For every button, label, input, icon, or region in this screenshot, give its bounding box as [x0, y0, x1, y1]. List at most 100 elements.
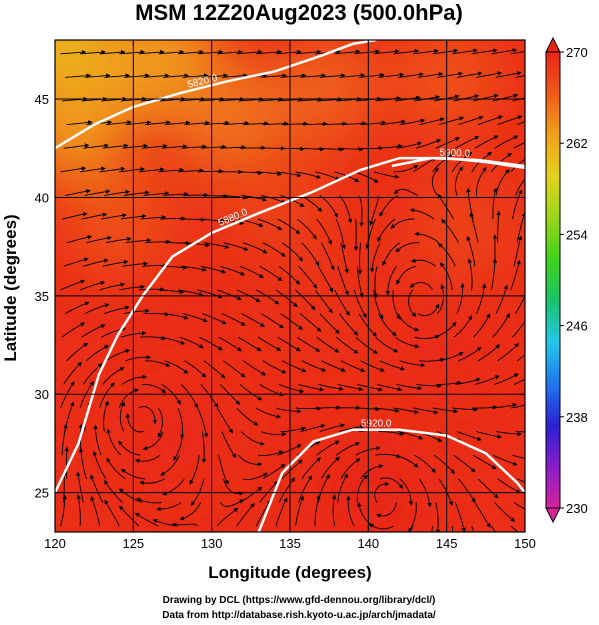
streamline — [257, 450, 284, 457]
streamline — [141, 263, 168, 268]
streamline — [295, 49, 322, 55]
streamline — [399, 118, 426, 126]
streamline — [379, 477, 404, 489]
streamline — [66, 342, 89, 362]
streamline — [357, 242, 363, 275]
streamline — [317, 473, 330, 503]
streamline — [337, 383, 364, 392]
streamline — [335, 442, 360, 456]
streamline — [510, 158, 525, 173]
streamline — [393, 49, 420, 55]
streamline — [119, 284, 145, 291]
streamline — [472, 313, 491, 338]
streamline — [102, 259, 129, 267]
streamline — [317, 266, 334, 293]
streamline — [455, 136, 480, 149]
streamline — [339, 195, 353, 224]
streamline — [376, 383, 403, 392]
streamline — [236, 170, 263, 176]
streamline — [61, 470, 67, 503]
streamline — [395, 242, 420, 253]
streamline — [469, 211, 479, 243]
streamline — [382, 242, 400, 266]
streamline — [375, 336, 399, 353]
streamline — [396, 141, 423, 149]
streamline — [120, 331, 147, 338]
streamline — [316, 97, 343, 102]
streamline — [275, 497, 288, 527]
streamline — [138, 287, 165, 292]
streamline — [241, 313, 265, 327]
streamline — [376, 144, 403, 149]
streamline — [82, 363, 103, 385]
streamline — [337, 146, 364, 152]
streamline — [277, 336, 301, 352]
streamline — [200, 265, 227, 274]
streamline — [453, 94, 480, 102]
streamline — [494, 373, 519, 385]
streamline — [441, 218, 459, 243]
y-axis-label: Latitude (degrees) — [1, 214, 20, 361]
streamline — [260, 431, 287, 437]
streamline — [458, 478, 476, 503]
streamline — [374, 481, 390, 503]
streamline — [380, 119, 406, 126]
streamline — [432, 407, 459, 414]
streamline — [239, 384, 263, 401]
colorbar-tick-label: 230 — [566, 501, 588, 516]
streamline — [164, 120, 191, 126]
streamline — [197, 168, 224, 174]
streamline — [319, 195, 338, 218]
streamline — [140, 215, 167, 220]
streamline — [431, 526, 434, 532]
streamline — [260, 195, 287, 204]
streamline — [65, 189, 91, 196]
streamline — [60, 279, 86, 291]
streamline — [321, 121, 348, 127]
x-tick-label: 150 — [514, 536, 536, 551]
streamline — [335, 336, 359, 354]
streamline — [93, 424, 102, 456]
streamline — [123, 190, 150, 196]
x-tick-label: 140 — [357, 536, 379, 551]
streamline — [119, 401, 125, 432]
streamline — [92, 450, 107, 480]
streamline — [223, 360, 246, 378]
streamline — [277, 218, 301, 235]
field-sample — [407, 171, 518, 282]
streamline — [356, 474, 368, 503]
streamline — [435, 380, 462, 386]
x-tick-label: 130 — [201, 536, 223, 551]
streamline — [198, 336, 223, 351]
streamline — [275, 407, 302, 414]
streamline — [510, 51, 525, 55]
streamline — [158, 289, 185, 295]
streamline — [301, 360, 327, 372]
streamline — [200, 144, 227, 150]
streamline — [369, 195, 379, 226]
streamline — [399, 478, 414, 506]
streamline — [257, 218, 283, 231]
streamline — [201, 431, 207, 464]
streamline — [262, 463, 286, 480]
streamline — [368, 523, 394, 530]
streamline — [492, 187, 498, 220]
streamline — [492, 234, 498, 267]
colorbar-tick-label: 238 — [566, 410, 588, 425]
contour-line — [391, 156, 525, 168]
streamline — [296, 218, 317, 240]
streamline — [510, 404, 525, 409]
chart-title: MSM 12Z20Aug2023 (500.0hPa) — [135, 0, 463, 25]
streamline — [516, 354, 525, 362]
streamline — [295, 171, 321, 179]
streamline — [452, 407, 478, 412]
streamline — [295, 289, 316, 311]
streamline — [120, 214, 147, 220]
streamline — [122, 143, 149, 149]
streamline — [280, 73, 307, 78]
streamline — [177, 49, 204, 55]
streamline — [360, 120, 387, 126]
streamline — [458, 115, 484, 126]
streamline — [157, 407, 163, 438]
streamline — [513, 378, 525, 385]
